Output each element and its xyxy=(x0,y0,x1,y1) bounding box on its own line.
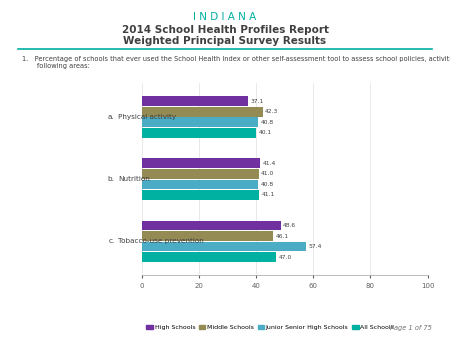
Text: 46.1: 46.1 xyxy=(276,234,289,239)
Text: Nutrition: Nutrition xyxy=(118,176,150,182)
Text: 47.0: 47.0 xyxy=(279,255,292,260)
Text: Physical activity: Physical activity xyxy=(118,114,176,120)
Bar xyxy=(142,159,260,168)
Text: 2014 School Health Profiles Report: 2014 School Health Profiles Report xyxy=(122,25,328,35)
Bar xyxy=(142,117,258,127)
Text: a.: a. xyxy=(108,114,115,120)
Text: Weighted Principal Survey Results: Weighted Principal Survey Results xyxy=(123,36,327,46)
Text: 1.   Percentage of schools that ever used the School Health Index or other self-: 1. Percentage of schools that ever used … xyxy=(22,56,450,69)
Text: 41.0: 41.0 xyxy=(261,171,274,176)
Legend: High Schools, Middle Schools, Junior Senior High Schools, All Schools: High Schools, Middle Schools, Junior Sen… xyxy=(146,324,394,330)
Bar xyxy=(142,128,256,138)
Bar xyxy=(142,252,276,262)
Bar xyxy=(142,242,306,251)
Text: 40.8: 40.8 xyxy=(261,120,274,125)
Text: 37.1: 37.1 xyxy=(250,99,263,104)
Text: 41.4: 41.4 xyxy=(262,161,275,166)
Text: 57.4: 57.4 xyxy=(308,244,321,249)
Bar xyxy=(142,190,259,200)
Bar xyxy=(142,179,258,189)
Text: 48.6: 48.6 xyxy=(283,223,296,228)
Text: 40.1: 40.1 xyxy=(259,130,272,135)
Text: 40.8: 40.8 xyxy=(261,182,274,187)
Bar xyxy=(142,96,248,106)
Text: c.: c. xyxy=(108,238,115,244)
Text: 41.1: 41.1 xyxy=(261,192,275,197)
Text: b.: b. xyxy=(108,176,115,182)
Bar xyxy=(142,169,259,179)
Bar xyxy=(142,107,263,117)
Bar xyxy=(142,220,281,231)
Text: Page 1 of 75: Page 1 of 75 xyxy=(390,325,432,331)
Text: 42.3: 42.3 xyxy=(265,109,278,114)
Text: Tobacco-use prevention: Tobacco-use prevention xyxy=(118,238,204,244)
Bar xyxy=(142,231,274,241)
Text: I N D I A N A: I N D I A N A xyxy=(194,12,256,22)
